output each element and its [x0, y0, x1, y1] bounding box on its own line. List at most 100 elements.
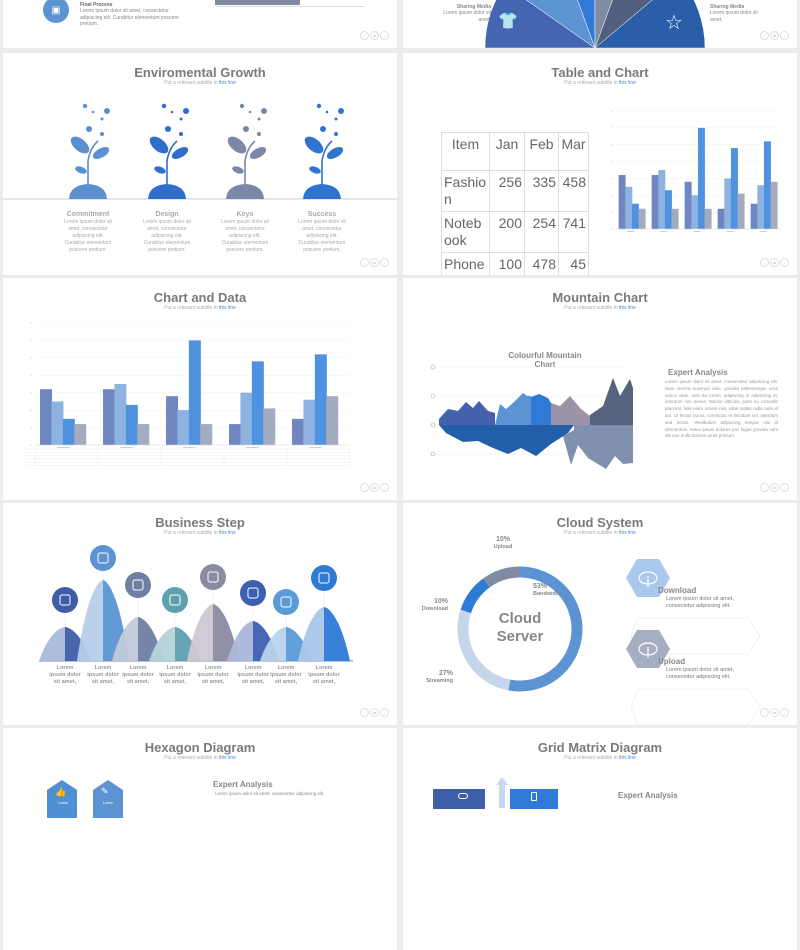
page-nav[interactable]: ‹ 36 ›: [760, 258, 789, 267]
bar: [51, 401, 64, 445]
y-tick: [611, 177, 613, 180]
hump-left: [77, 580, 103, 661]
segment-label: Download: [421, 606, 448, 612]
slide-title: Enviromental Growth: [134, 65, 266, 80]
donut-segment: [457, 609, 511, 691]
step-text: Lorem ipsum dolor sit amet,: [197, 665, 229, 685]
slide-subtitle: Put a relevant subtitle in this line: [564, 755, 636, 761]
slide-subtitle: Put a relevant subtitle in this line: [564, 305, 636, 311]
bar: [631, 203, 639, 229]
slide-subtitle: Put a relevant subtitle in this line: [164, 755, 236, 761]
plant-icon: [226, 103, 267, 199]
mountain-area: [439, 425, 574, 456]
hump-left: [227, 621, 253, 661]
bar: [326, 396, 339, 445]
slide-hexagon-diagram[interactable]: Hexagon Diagram Put a relevant subtitle …: [3, 728, 397, 950]
pie-slice: [594, 0, 706, 48]
bar: [166, 396, 179, 445]
water-drop-icon: [257, 117, 261, 121]
slide-business-step[interactable]: Business Step Put a relevant subtitle in…: [3, 503, 397, 725]
page-nav[interactable]: ‹ 35 ›: [760, 31, 789, 40]
item-label: Keys: [236, 211, 254, 218]
mountain-chart-title: Colourful Mountain Chart: [508, 351, 582, 369]
y-tick: [30, 409, 32, 411]
expert-analysis-text: Lorem ipsum dolor sit amet, consectetur …: [215, 791, 325, 796]
leaf: [304, 136, 324, 154]
icon-glyph: [247, 587, 259, 599]
final-process-text: Lorem ipsum dolor sit amet, consectetur …: [80, 8, 179, 27]
soil: [303, 184, 341, 199]
leaf: [92, 147, 110, 159]
water-drop-icon: [243, 126, 249, 132]
bar: [229, 424, 242, 445]
icon-glyph: [97, 552, 109, 564]
table-cell: 200: [489, 211, 525, 253]
leaf: [149, 136, 169, 154]
hump-left: [39, 627, 65, 661]
y-tick: [30, 444, 32, 446]
step-text: Lorem ipsum dolor sit amet,: [159, 665, 191, 685]
y-tick: [30, 339, 32, 342]
page-nav[interactable]: ‹ 34 ›: [360, 31, 389, 40]
page-nav[interactable]: ‹ 38 ›: [360, 708, 389, 717]
bar: [200, 424, 213, 445]
hump-left: [298, 607, 324, 661]
slide-table-and-chart[interactable]: Table and Chart Put a relevant subtitle …: [403, 53, 797, 275]
table-header-row: Item Jan Feb Mar: [441, 132, 589, 171]
header-cell: Item: [441, 132, 490, 171]
water-drop-icon: [261, 108, 267, 114]
leaf: [309, 166, 321, 174]
leaf: [75, 166, 87, 174]
step-text: Lorem ipsum dolor sit amet,: [237, 665, 269, 685]
bar: [125, 404, 138, 445]
water-drop-icon: [257, 132, 261, 136]
bar: [177, 410, 190, 445]
y-tick: [611, 228, 613, 230]
data-table: Item Jan Feb Mar Fashion 256 335 458 Notebook 200…: [441, 132, 589, 275]
axis: [215, 6, 365, 7]
y-tick: [611, 110, 613, 112]
plants-graphic: [3, 103, 397, 200]
slide-subtitle: Put a relevant subtitle in this line: [564, 80, 636, 86]
y-tick: [30, 426, 32, 429]
slide-title: Grid Matrix Diagram: [537, 740, 663, 755]
right-text: Lorem ipsum dolor sit amet,: [710, 10, 758, 23]
water-drop-icon: [239, 103, 245, 109]
page-nav[interactable]: ‹ 34 ›: [360, 258, 389, 267]
slide-grid-matrix[interactable]: Grid Matrix Diagram Put a relevant subti…: [403, 728, 797, 950]
thumbs-up-icon: 👍: [55, 787, 67, 797]
pie-slice: [526, 0, 596, 48]
slide-chart-and-data[interactable]: Chart and Data Put a relevant subtitle i…: [3, 278, 397, 500]
header-cell: Mar: [558, 132, 589, 171]
bar: [658, 170, 666, 229]
y-tick: [430, 364, 436, 370]
page-nav[interactable]: ‹ 39 ›: [760, 708, 789, 717]
expert-analysis-text: Lorem ipsum dolor sit amet, consectetur …: [665, 379, 778, 439]
water-drop-icon: [165, 126, 171, 132]
hexagon-graphic: [47, 780, 123, 818]
bar-chart: [25, 322, 351, 466]
table-cell: Fashion: [441, 170, 490, 212]
hump-left: [149, 627, 175, 661]
slide-final-process[interactable]: ▣ Final Process Lorem ipsum dolor sit am…: [3, 0, 397, 48]
slide-sharing-media[interactable]: Sharing Media Lorem ipsum dolor sit amet…: [403, 0, 797, 48]
card-outline: [630, 688, 761, 725]
expert-analysis-heading: Expert Analysis: [213, 780, 273, 789]
icon-glyph: [59, 594, 71, 606]
step-text: Lorem ipsum dolor sit amet,: [308, 665, 340, 685]
y-tick: [611, 144, 613, 146]
business-step-graphic: [39, 545, 353, 662]
bar: [137, 424, 150, 445]
page-nav[interactable]: ‹ 36 ›: [360, 483, 389, 492]
segment-value: 27%: [438, 670, 453, 677]
page-nav[interactable]: ‹ 37 ›: [760, 483, 789, 492]
water-drop-icon: [248, 110, 252, 114]
grid-matrix-graphic: [433, 777, 558, 809]
hump-right: [324, 607, 350, 661]
stem: [244, 140, 256, 186]
slide-enviromental-growth[interactable]: Enviromental Growth Put a relevant subti…: [3, 53, 397, 275]
table-cell: 256: [489, 170, 525, 212]
slide-mountain-chart[interactable]: Mountain Chart Put a relevant subtitle i…: [403, 278, 797, 500]
final-process-heading: Final Process: [80, 2, 113, 8]
slide-cloud-system[interactable]: Cloud System Put a relevant subtitle in …: [403, 503, 797, 725]
